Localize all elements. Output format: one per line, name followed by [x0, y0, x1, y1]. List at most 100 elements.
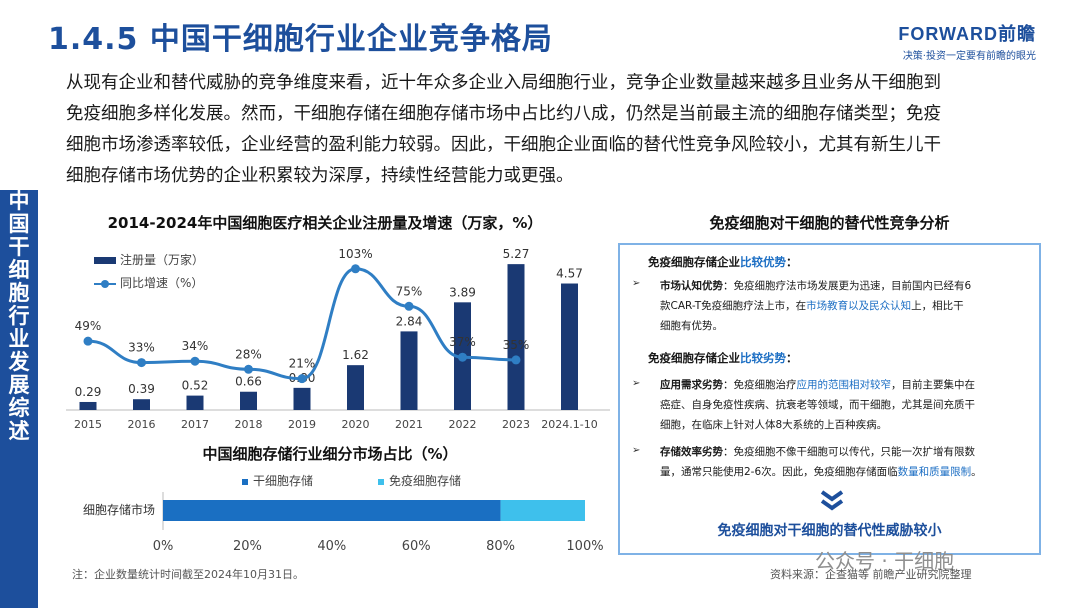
sidebar-char: 述: [8, 419, 30, 443]
sidebar-char: 业: [8, 327, 30, 351]
disadvantage-item: 应用需求劣势：免疫细胞治疗应用的范围相对较窄，目前主要集中在 癌症、自身免疫性疾…: [660, 379, 975, 431]
growth-point: [458, 352, 467, 362]
legend-immune-swatch: [378, 478, 384, 485]
growth-point: [137, 358, 146, 368]
x-tick-label: 80%: [486, 539, 515, 554]
intro-paragraph: 从现有企业和替代威胁的竞争维度来看，近十年众多企业入局细胞行业，竞争企业数量越来…: [66, 68, 1046, 192]
bar: [133, 399, 150, 410]
bar-value-label: 0.39: [128, 382, 155, 396]
chart1-svg: 0.2920150.3920160.5220170.6620180.802019…: [66, 247, 610, 431]
legend-immune-label: 免疫细胞存储: [389, 474, 462, 488]
growth-value-label: 28%: [235, 347, 262, 361]
source-note: 资料来源：企查猫等 前瞻产业研究院整理: [770, 568, 972, 581]
wechat-watermark: 公众号 · 干细胞: [815, 549, 955, 573]
intro-line: 免疫细胞多样化发展。然而，干细胞存储在细胞存储市场中占比约八成，仍然是当前最主流…: [66, 104, 941, 124]
bar-value-label: 1.62: [342, 348, 369, 362]
legend-bar-label: 注册量（万家）: [120, 253, 205, 267]
legend-line-label: 同比增速（%）: [120, 276, 204, 290]
growth-point: [297, 374, 307, 384]
disadvantage-item: 存储效率劣势：免疫细胞不像干细胞可以传代，只能一次扩增有限数 量，通常只能使用2…: [660, 446, 982, 478]
x-tick-label: 2018: [235, 418, 263, 431]
sidebar-char: 干: [8, 235, 30, 259]
share-bar-segment: [500, 500, 585, 521]
sidebar-char: 综: [8, 396, 30, 420]
sidebar-char: 展: [8, 373, 30, 397]
x-tick-label: 2019: [288, 418, 316, 431]
chart1-title: 2014-2024年中国细胞医疗相关企业注册量及增速（万家，%）: [107, 214, 543, 232]
bar: [293, 387, 311, 410]
legend-bar-swatch: [94, 257, 116, 264]
bar: [347, 365, 364, 410]
x-tick-label: 2021: [395, 418, 423, 431]
bar-value-label: 0.66: [235, 375, 262, 389]
x-tick-label: 2022: [449, 418, 477, 431]
growth-line: [87, 267, 517, 381]
sidebar-char: 胞: [8, 281, 30, 305]
bar-value-label: 2.84: [396, 314, 423, 328]
x-tick-label: 2023: [502, 418, 530, 431]
x-tick-label: 2024.1-10: [541, 418, 597, 431]
growth-value-label: 49%: [75, 319, 102, 333]
bar: [240, 391, 257, 410]
share-bar-segment: [163, 500, 501, 521]
growth-value-label: 21%: [289, 357, 316, 371]
intro-line: 细胞存储市场优势的企业积累较为深厚，持续性经营能力或更强。: [66, 166, 574, 186]
panel-title: 免疫细胞对干细胞的替代性竞争分析: [709, 214, 950, 232]
x-tick-label: 20%: [233, 539, 262, 554]
growth-value-label: 35%: [503, 338, 530, 352]
sidebar-char: 细: [8, 258, 30, 282]
logo-slogan: 决策·投资一定要有前瞻的眼光: [902, 51, 1036, 62]
bar: [561, 283, 578, 410]
chart2-svg: 细胞存储市场 0% 20% 40% 60% 80% 100%: [83, 492, 604, 554]
brand-logo: FORWARD前瞻 决策·投资一定要有前瞻的眼光: [898, 20, 1036, 62]
bar: [507, 264, 525, 410]
x-tick-label: 0%: [153, 539, 174, 554]
growth-point: [404, 301, 414, 311]
sidebar-char: 国: [8, 212, 30, 236]
bar-value-label: 5.27: [503, 247, 530, 261]
x-tick-label: 60%: [402, 539, 431, 554]
chart2-title: 中国细胞存储行业细分市场占比（%）: [202, 445, 458, 463]
growth-point: [511, 355, 521, 365]
analysis-panel: [618, 243, 1041, 555]
x-tick-label: 2016: [128, 418, 156, 431]
sidebar-char: 行: [8, 304, 30, 328]
intro-line: 从现有企业和替代威胁的竞争维度来看，近十年众多企业入局细胞行业，竞争企业数量越来…: [66, 73, 941, 93]
x-tick-label: 40%: [317, 539, 346, 554]
double-chevron-down-icon: [820, 490, 844, 511]
legend-stem-swatch: [242, 478, 248, 485]
advantage-item: 市场认知优势：免疫细胞疗法市场发展更为迅速，目前国内已经有6 款CAR-T免疫细…: [660, 280, 972, 332]
page-title: 1.4.5 中国干细胞行业企业竞争格局: [48, 22, 553, 57]
bar-value-label: 4.57: [556, 267, 583, 281]
sidebar: 中国干细胞行业发展综述: [0, 190, 38, 608]
growth-value-label: 75%: [396, 284, 423, 298]
bullet-icon: ➢: [632, 378, 641, 389]
x-tick-label: 2020: [342, 418, 370, 431]
growth-point: [190, 356, 200, 366]
sidebar-char: 发: [8, 350, 30, 374]
growth-value-label: 37%: [449, 335, 476, 349]
intro-line: 细胞市场渗透率较低，企业经营的盈利能力较弱。因此，干细胞企业面临的替代性竞争风险…: [66, 135, 941, 155]
growth-value-label: 34%: [182, 339, 209, 353]
sidebar-label: 中国干细胞行业发展综述: [0, 190, 38, 608]
growth-value-label: 103%: [338, 247, 372, 261]
growth-point: [83, 336, 93, 346]
logo-text: FORWARD前瞻: [898, 24, 1036, 44]
footnote: 注：企业数量统计时间截至2024年10月31日。: [72, 568, 304, 581]
bar: [186, 395, 204, 410]
x-tick-label: 100%: [566, 539, 603, 554]
legend-stem-item: 干细胞存储: [242, 472, 313, 489]
category-label: 细胞存储市场: [83, 502, 155, 517]
growth-point: [351, 264, 360, 274]
disadvantage-heading: 免疫细胞存储企业比较劣势：: [648, 351, 798, 365]
growth-point: [244, 364, 253, 374]
bar: [79, 401, 97, 410]
bullet-icon: ➢: [632, 278, 641, 289]
bar: [400, 331, 418, 410]
legend-stem-label: 干细胞存储: [253, 474, 314, 488]
growth-value-label: 33%: [128, 341, 155, 355]
bullet-icon: ➢: [632, 445, 641, 456]
sidebar-char: 中: [8, 189, 30, 213]
legend-line-swatch: [94, 279, 116, 288]
advantage-heading: 免疫细胞存储企业比较优势：: [648, 255, 798, 269]
